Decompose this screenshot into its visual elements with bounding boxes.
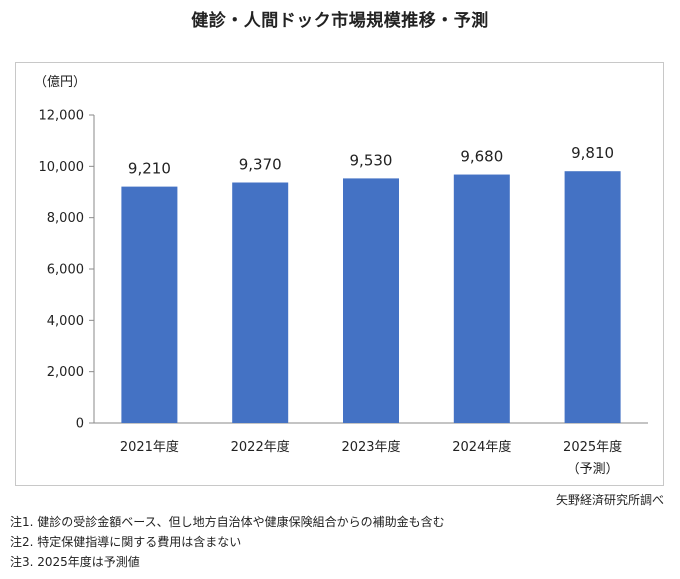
x-tick-label: 2023年度 (341, 439, 400, 455)
x-tick-label: 2022年度 (231, 439, 290, 455)
x-tick-label: 2021年度 (120, 439, 179, 455)
bar-value-label: 9,210 (128, 160, 171, 178)
bar-value-label: 9,680 (460, 148, 503, 166)
bar (232, 182, 289, 423)
bar (453, 174, 510, 423)
bar-value-label: 9,370 (239, 156, 282, 174)
y-tick-label: 0 (76, 417, 84, 432)
chart-title: 健診・人間ドック市場規模推移・予測 (191, 11, 489, 31)
y-tick-label: 2,000 (47, 365, 84, 380)
footnote-1: 注1. 健診の受診金額ベース、但し地方自治体や健康保険組合からの補助金も含む (10, 515, 445, 529)
bar-value-label: 9,530 (350, 151, 393, 169)
y-tick-label: 8,000 (47, 211, 84, 226)
footnote-2: 注2. 特定保健指導に関する費用は含まない (10, 535, 242, 549)
x-tick-sublabel: （予測） (567, 462, 619, 477)
footnote-3: 注3. 2025年度は予測値 (10, 555, 140, 569)
y-tick-label: 4,000 (47, 314, 84, 329)
footnotes: 注1. 健診の受診金額ベース、但し地方自治体や健康保険組合からの補助金も含む 注… (10, 512, 445, 572)
source-credit: 矢野経済研究所調べ (555, 493, 664, 507)
bar (564, 171, 621, 423)
bar (121, 186, 178, 423)
y-axis-label: （億円） (34, 74, 86, 90)
y-tick-label: 10,000 (39, 160, 85, 175)
y-tick-label: 6,000 (47, 263, 84, 278)
x-tick-label: 2025年度 (563, 439, 622, 455)
x-tick-label: 2024年度 (452, 439, 511, 455)
y-tick-label: 12,000 (39, 109, 85, 124)
bar-value-label: 9,810 (571, 144, 614, 162)
bar (343, 178, 399, 423)
